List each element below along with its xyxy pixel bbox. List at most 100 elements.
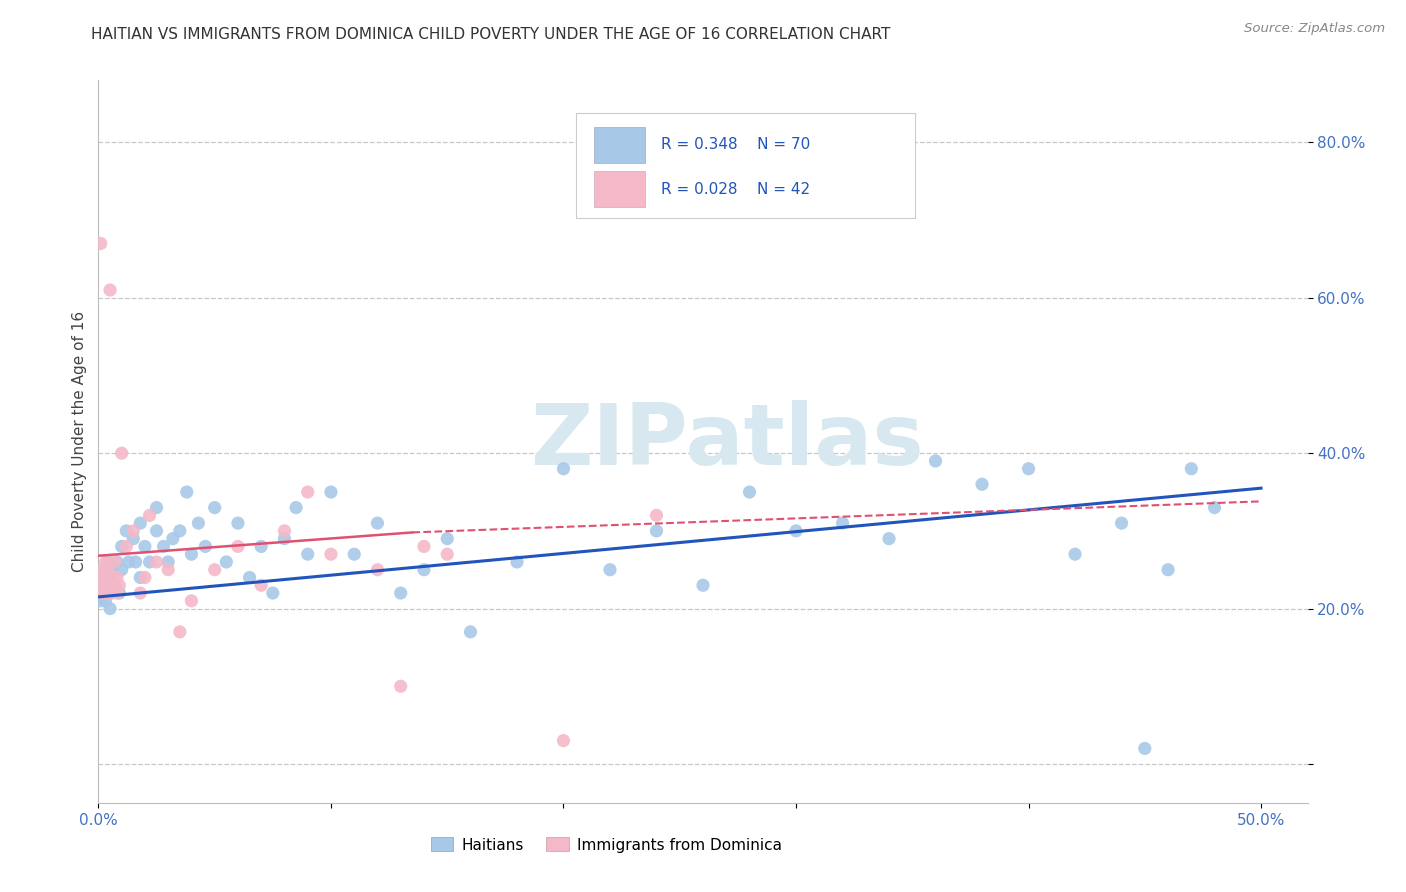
Y-axis label: Child Poverty Under the Age of 16: Child Poverty Under the Age of 16 (72, 311, 87, 572)
Point (1133, 741, 1156, 756)
Point (129, 516, 152, 530)
Point (215, 555, 238, 569)
Point (366, 516, 388, 530)
Point (204, 563, 226, 577)
Point (366, 563, 388, 577)
Point (134, 540, 156, 554)
Point (111, 563, 134, 577)
Point (105, 555, 128, 569)
FancyBboxPatch shape (576, 112, 915, 218)
Point (180, 594, 202, 608)
Point (506, 555, 529, 569)
Point (91, 586, 114, 600)
Text: R = 0.028    N = 42: R = 0.028 N = 42 (661, 181, 810, 196)
Point (157, 555, 180, 569)
Point (169, 624, 191, 639)
Point (105, 570, 128, 584)
Point (122, 524, 145, 538)
Point (94, 555, 117, 569)
Point (98, 601, 121, 615)
Point (599, 563, 621, 577)
Point (94, 586, 117, 600)
Point (413, 540, 436, 554)
Point (389, 586, 412, 600)
Point (297, 485, 319, 500)
Point (145, 524, 167, 538)
Point (97, 578, 120, 592)
Point (129, 570, 152, 584)
Point (91, 563, 114, 577)
Point (436, 532, 458, 546)
Point (226, 540, 249, 554)
Point (319, 547, 342, 561)
Point (877, 532, 900, 546)
Point (187, 516, 209, 530)
Point (239, 570, 262, 584)
Point (152, 540, 174, 554)
Point (90, 594, 112, 608)
Point (94, 594, 117, 608)
Point (204, 500, 226, 515)
Point (91, 578, 114, 592)
Point (105, 586, 128, 600)
Point (924, 454, 946, 468)
FancyBboxPatch shape (595, 128, 645, 162)
Point (97, 555, 120, 569)
Point (91, 578, 114, 592)
Point (98, 283, 121, 297)
Point (970, 477, 993, 491)
Point (273, 532, 295, 546)
Point (145, 500, 167, 515)
Point (319, 485, 342, 500)
Point (553, 733, 575, 747)
Point (145, 555, 167, 569)
Point (111, 446, 134, 460)
Text: HAITIAN VS IMMIGRANTS FROM DOMINICA CHILD POVERTY UNDER THE AGE OF 16 CORRELATIO: HAITIAN VS IMMIGRANTS FROM DOMINICA CHIL… (91, 27, 891, 42)
Point (1018, 461, 1040, 475)
Point (138, 555, 160, 569)
Point (389, 679, 412, 693)
Point (413, 563, 436, 577)
Point (91, 586, 114, 600)
Point (169, 524, 191, 538)
Point (104, 578, 127, 592)
Legend: Haitians, Immigrants from Dominica: Haitians, Immigrants from Dominica (423, 830, 790, 860)
Point (90, 236, 112, 251)
Point (118, 555, 141, 569)
Point (104, 555, 127, 569)
Point (115, 524, 138, 538)
Point (738, 485, 761, 500)
Point (101, 563, 124, 577)
Point (115, 540, 138, 554)
Point (129, 586, 152, 600)
FancyBboxPatch shape (595, 171, 645, 207)
Point (273, 524, 295, 538)
Point (1064, 547, 1087, 561)
Point (134, 570, 156, 584)
Text: ZIPatlas: ZIPatlas (530, 400, 924, 483)
Point (1204, 500, 1226, 515)
Text: R = 0.348    N = 70: R = 0.348 N = 70 (661, 137, 810, 153)
Point (101, 570, 124, 584)
Point (785, 524, 807, 538)
Point (1111, 516, 1133, 530)
Point (645, 508, 668, 523)
Point (1157, 563, 1180, 577)
Point (250, 578, 273, 592)
Point (180, 547, 202, 561)
Point (157, 563, 180, 577)
Point (94, 570, 117, 584)
Point (98, 586, 121, 600)
Point (91, 570, 114, 584)
Point (124, 555, 146, 569)
Point (436, 547, 458, 561)
Point (108, 578, 131, 592)
Point (111, 540, 134, 554)
Point (250, 540, 273, 554)
Point (101, 586, 124, 600)
Point (97, 563, 120, 577)
Point (90, 586, 112, 600)
Point (645, 524, 668, 538)
Text: Source: ZipAtlas.com: Source: ZipAtlas.com (1244, 22, 1385, 36)
Point (343, 547, 366, 561)
